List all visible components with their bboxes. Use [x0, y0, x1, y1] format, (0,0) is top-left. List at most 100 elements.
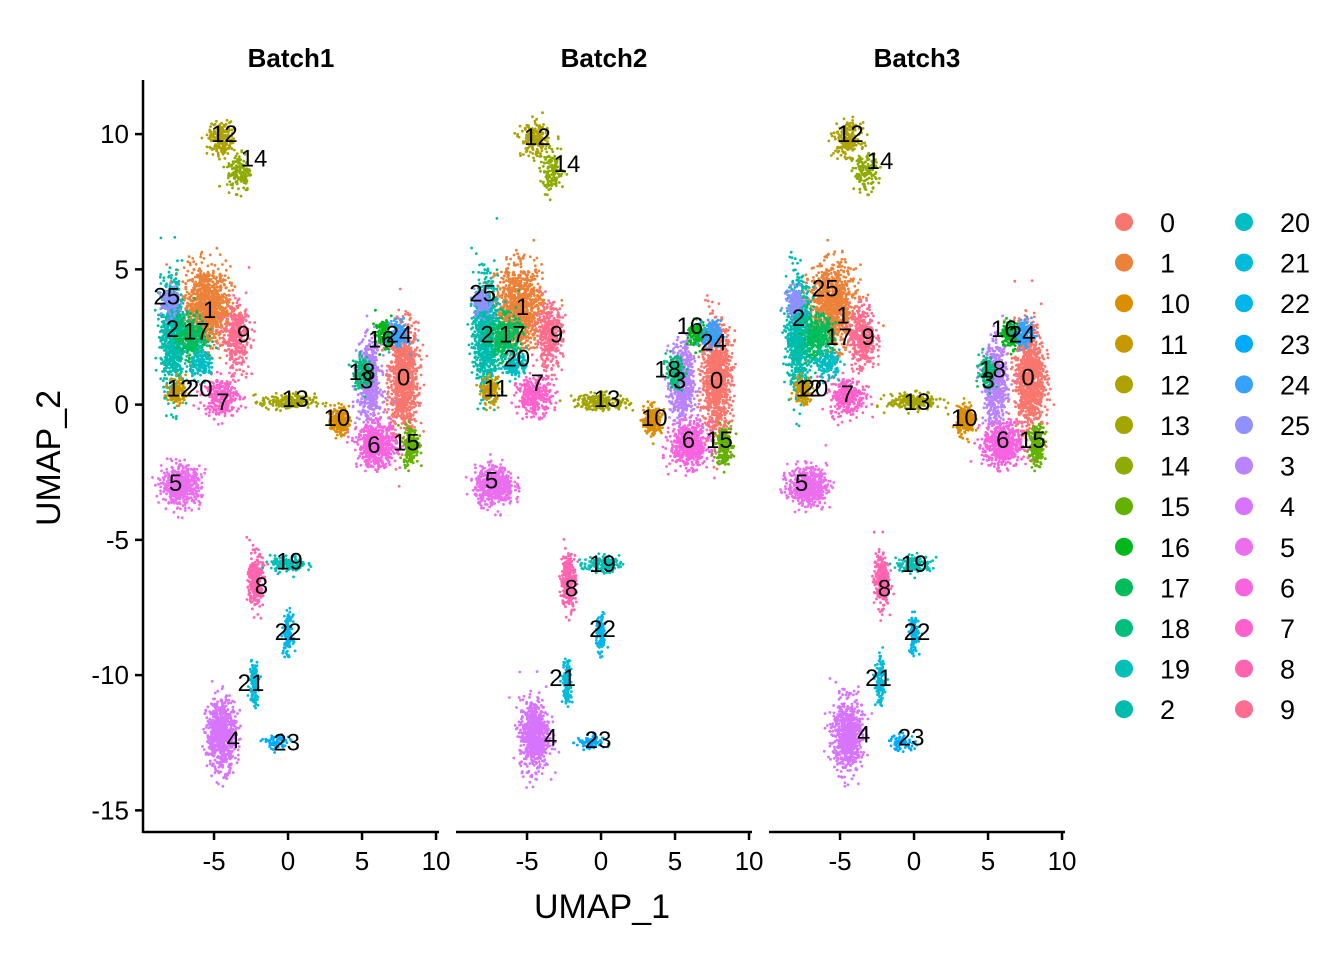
point — [200, 481, 204, 485]
point — [225, 760, 228, 764]
point — [203, 467, 207, 471]
point — [202, 748, 206, 751]
point — [391, 379, 395, 382]
point — [398, 466, 402, 469]
point — [205, 764, 209, 768]
point — [402, 358, 405, 362]
point — [193, 467, 196, 471]
point — [233, 285, 237, 289]
point — [167, 270, 171, 274]
point — [202, 727, 206, 731]
point — [214, 292, 218, 296]
point — [160, 469, 163, 473]
point — [390, 386, 393, 389]
point — [180, 370, 183, 374]
point — [231, 301, 235, 305]
point — [159, 273, 163, 276]
point — [189, 467, 193, 471]
point — [160, 361, 163, 365]
point — [402, 419, 406, 423]
point — [390, 392, 394, 396]
point — [211, 718, 215, 722]
point — [211, 762, 215, 765]
point — [397, 484, 401, 488]
point — [209, 711, 213, 715]
point — [159, 236, 163, 240]
point — [187, 483, 191, 487]
point — [399, 426, 403, 430]
point — [422, 430, 425, 433]
point — [165, 457, 169, 461]
point — [221, 318, 224, 321]
point — [351, 400, 355, 404]
point — [219, 286, 223, 289]
point — [384, 462, 388, 466]
point — [353, 427, 357, 431]
point — [211, 332, 214, 336]
point — [361, 408, 365, 411]
point — [221, 263, 224, 266]
point — [234, 756, 237, 760]
point — [165, 484, 168, 487]
point — [414, 377, 418, 381]
point — [199, 308, 203, 312]
point — [190, 309, 193, 313]
point — [386, 399, 389, 402]
point — [414, 372, 417, 375]
point — [174, 350, 177, 354]
point — [205, 292, 209, 296]
point — [378, 369, 381, 373]
point — [220, 715, 224, 719]
point — [197, 489, 201, 493]
point — [401, 410, 405, 414]
point — [407, 393, 411, 397]
point — [170, 466, 174, 469]
point — [201, 493, 204, 497]
point — [214, 282, 218, 286]
point — [225, 713, 228, 717]
point — [192, 481, 196, 485]
point — [398, 414, 401, 418]
point — [193, 287, 197, 291]
point — [395, 433, 398, 437]
point — [172, 363, 176, 367]
point — [237, 753, 240, 757]
point — [181, 310, 185, 314]
point — [206, 705, 210, 709]
point — [199, 252, 203, 256]
point — [223, 312, 227, 315]
point — [372, 413, 376, 417]
point — [172, 501, 176, 505]
point — [176, 259, 179, 263]
point — [183, 506, 187, 510]
point — [163, 390, 166, 393]
point — [181, 297, 185, 301]
point — [371, 398, 375, 401]
point — [210, 741, 214, 745]
point — [175, 272, 178, 275]
point — [215, 748, 219, 752]
point — [216, 700, 220, 704]
point — [390, 360, 393, 364]
point — [397, 408, 400, 411]
point — [203, 471, 207, 475]
point — [164, 498, 168, 502]
point — [161, 481, 165, 484]
point — [394, 360, 397, 364]
point — [206, 264, 210, 268]
point — [164, 474, 168, 478]
point — [389, 375, 392, 378]
point — [387, 364, 391, 368]
point — [210, 737, 213, 741]
point — [219, 752, 223, 755]
point — [217, 279, 221, 283]
point — [216, 312, 220, 316]
point — [413, 368, 417, 372]
point — [154, 356, 158, 360]
point — [218, 724, 221, 728]
point — [384, 427, 388, 431]
point — [208, 759, 212, 763]
point — [213, 697, 217, 701]
point — [394, 353, 398, 356]
